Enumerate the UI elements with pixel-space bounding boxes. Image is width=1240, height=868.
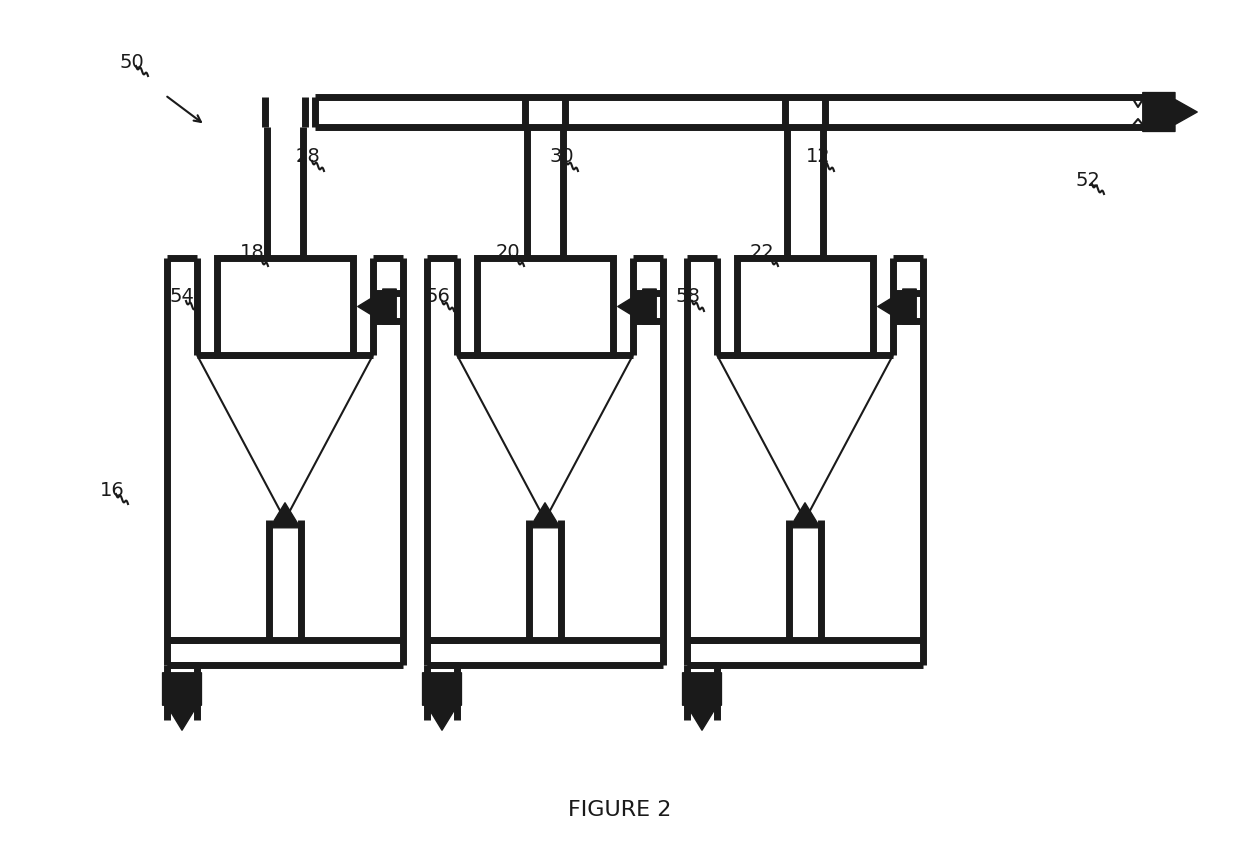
Text: 58: 58 xyxy=(676,287,701,306)
FancyArrowPatch shape xyxy=(878,289,916,324)
Text: 50: 50 xyxy=(119,52,144,71)
FancyArrowPatch shape xyxy=(162,673,201,730)
Text: 52: 52 xyxy=(1075,170,1100,189)
Text: 54: 54 xyxy=(170,287,195,306)
Text: 22: 22 xyxy=(750,242,774,261)
FancyArrowPatch shape xyxy=(358,289,397,324)
Bar xyxy=(737,258,873,355)
FancyArrowPatch shape xyxy=(618,289,656,324)
Text: 56: 56 xyxy=(425,287,450,306)
FancyArrowPatch shape xyxy=(790,503,821,528)
FancyArrowPatch shape xyxy=(1143,93,1198,131)
Text: 20: 20 xyxy=(496,242,521,261)
FancyArrowPatch shape xyxy=(423,673,461,730)
FancyArrowPatch shape xyxy=(529,503,560,528)
Bar xyxy=(477,258,613,355)
Bar xyxy=(217,258,353,355)
Text: 12: 12 xyxy=(806,148,831,167)
FancyArrowPatch shape xyxy=(270,503,300,528)
Text: FIGURE 2: FIGURE 2 xyxy=(568,800,672,820)
Text: 30: 30 xyxy=(549,148,574,167)
Text: 18: 18 xyxy=(239,242,264,261)
FancyArrowPatch shape xyxy=(682,673,722,730)
Text: 16: 16 xyxy=(99,481,124,499)
Text: 28: 28 xyxy=(295,148,320,167)
